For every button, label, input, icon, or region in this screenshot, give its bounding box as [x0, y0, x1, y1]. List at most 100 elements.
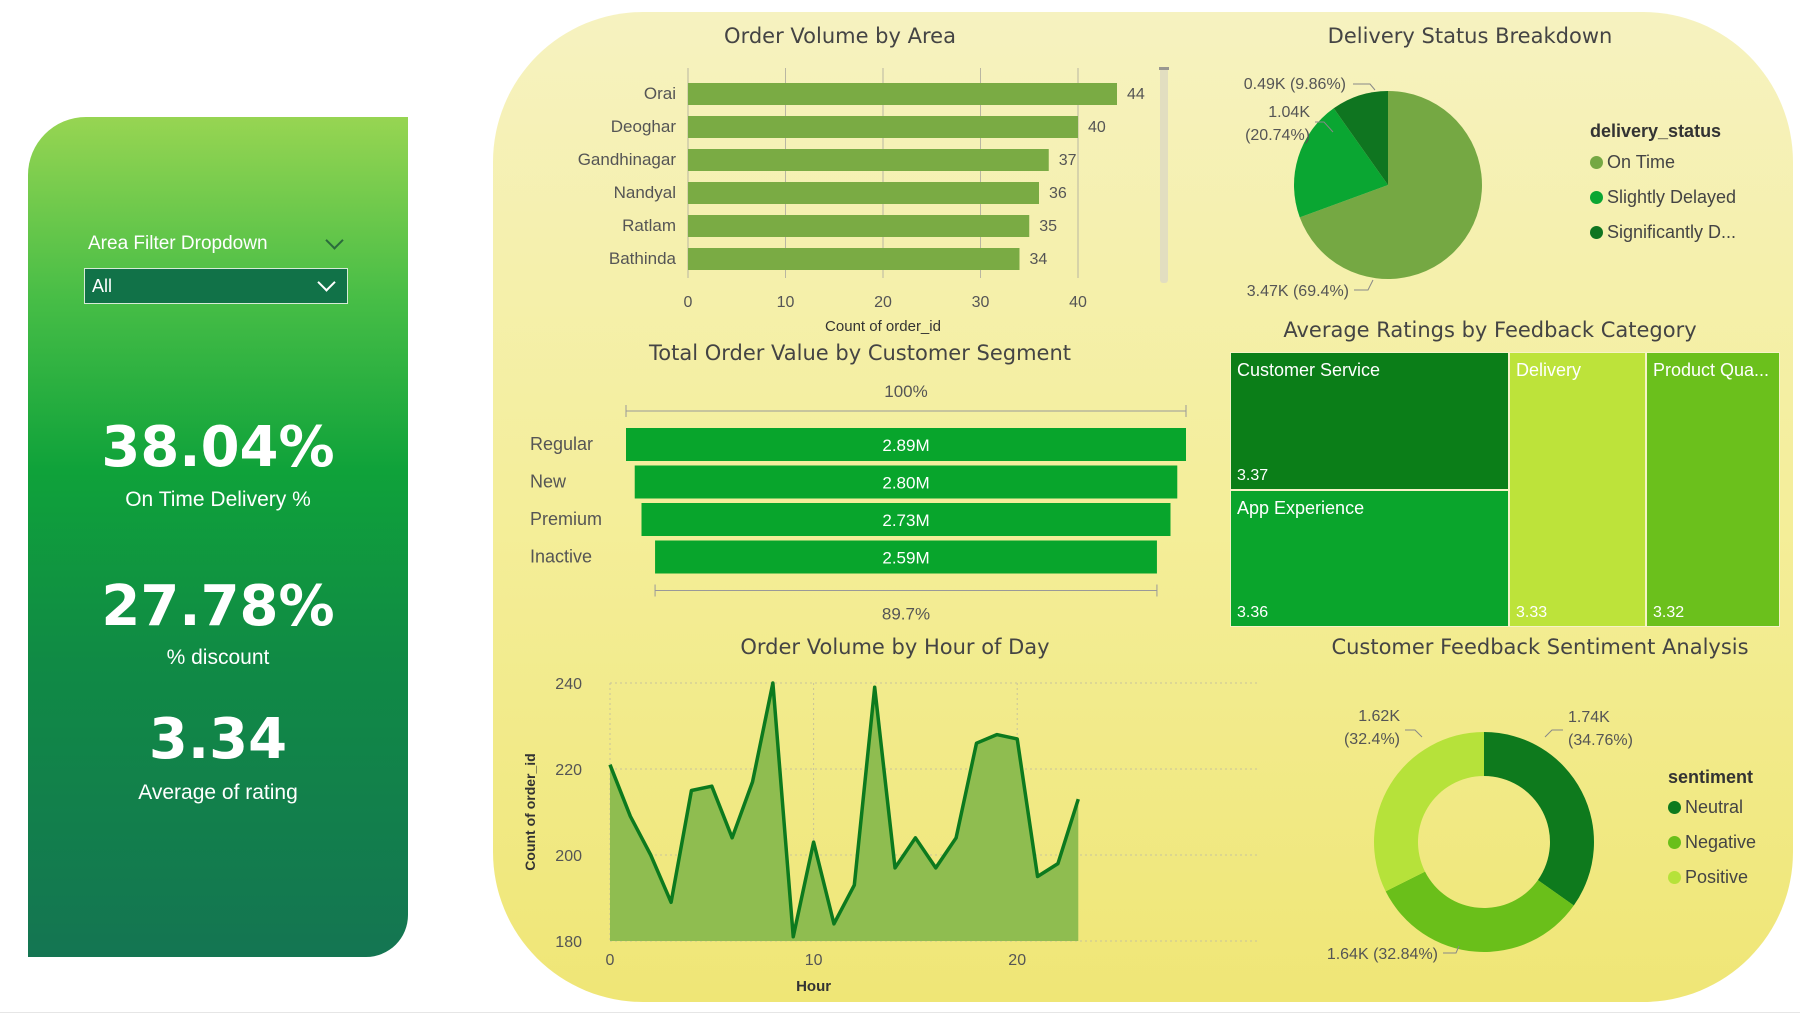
x-tick-label: 30: [972, 294, 990, 311]
funnel-bar-inactive: [655, 540, 1157, 574]
data-label: 1.62K: [1358, 708, 1400, 725]
discount-kpi-value: 27.78%: [101, 574, 335, 639]
x-axis-title: Hour: [796, 978, 831, 995]
data-label: (20.74%): [1245, 127, 1310, 144]
hour-area-chart: 180 200 220 240 0 10 20 Hour Count of order_id: [522, 676, 1258, 995]
legend-item-on-time[interactable]: On Time: [1590, 152, 1675, 173]
x-tick-label: 10: [777, 294, 795, 311]
sentiment-legend-title: sentiment: [1668, 767, 1754, 787]
ratings-chart-title: Average Ratings by Feedback Category: [1283, 318, 1697, 342]
legend-item-negative[interactable]: Negative: [1668, 832, 1756, 853]
segment-chart-title: Total Order Value by Customer Segment: [648, 341, 1072, 365]
category-label: Ratlam: [622, 216, 676, 235]
data-label: 35: [1039, 218, 1057, 235]
funnel-bar-new: [634, 465, 1178, 499]
y-axis-title: Count of order_id: [522, 753, 538, 870]
area-bar-chart: 0 10 20 30 40 Orai 44 Deoghar 40 Gandhinagar 37 Nan…: [578, 67, 1169, 335]
category-label: New: [530, 472, 567, 492]
bar-orai: [688, 83, 1117, 105]
data-label: 1.74K: [1568, 709, 1610, 726]
funnel-bar-regular: [626, 428, 1186, 461]
leader-line: [1353, 83, 1376, 91]
data-label: (32.4%): [1344, 731, 1400, 748]
x-tick-label: 0: [606, 952, 615, 969]
segment-funnel-chart: 100% 2.89M Regular 2.80M New 2.73M Premium 2.59…: [530, 382, 1187, 624]
data-label: 2.73M: [882, 511, 929, 530]
legend-item-significantly-delayed[interactable]: Significantly D...: [1590, 222, 1736, 243]
x-tick-label: 20: [1008, 952, 1026, 969]
leader-line: [1443, 945, 1460, 954]
legend-item-neutral[interactable]: Neutral: [1668, 797, 1743, 818]
x-tick-label: 20: [874, 294, 892, 311]
slice-neutral: [1484, 732, 1594, 906]
y-tick-label: 200: [555, 848, 582, 865]
hour-chart-title: Order Volume by Hour of Day: [740, 635, 1050, 659]
sentiment-donut-chart: 1.74K (34.76%) 1.62K (32.4%) 1.64K (32.84%): [1327, 708, 1633, 963]
scrollbar-thumb: [1159, 67, 1169, 70]
slice-positive: [1374, 732, 1484, 892]
category-label: Regular: [530, 434, 593, 454]
bar-ratlam: [688, 215, 1030, 237]
data-label: 44: [1127, 86, 1145, 103]
leader-line: [1315, 121, 1334, 133]
data-label: 2.89M: [882, 436, 929, 455]
category-label: Orai: [644, 84, 676, 103]
x-tick-label: 40: [1069, 294, 1087, 311]
legend-dot-icon: [1590, 156, 1603, 169]
area-filter-title: Area Filter Dropdown: [88, 233, 268, 254]
legend-dot-icon: [1668, 871, 1681, 884]
on-time-kpi-value: 38.04%: [101, 415, 335, 480]
series-line: [608, 681, 1080, 939]
funnel-bar-premium: [641, 503, 1171, 536]
data-label: 2.59M: [882, 549, 929, 568]
treemap-cell-customer-service[interactable]: Customer Service 3.37: [1230, 352, 1509, 490]
legend-item-slightly-delayed[interactable]: Slightly Delayed: [1590, 187, 1736, 208]
bar-bathinda: [688, 248, 1020, 270]
x-axis-title: Count of order_id: [825, 318, 941, 335]
treemap-cell-app-experience[interactable]: App Experience 3.36: [1230, 490, 1509, 627]
bottom-divider: [0, 1012, 1800, 1013]
data-label: 34: [1030, 251, 1048, 268]
ratings-treemap: Customer Service 3.37 App Experience 3.3…: [1230, 352, 1780, 627]
legend-dot-icon: [1668, 836, 1681, 849]
area-filter-dropdown[interactable]: All: [84, 268, 348, 304]
legend-dot-icon: [1668, 801, 1681, 814]
chevron-down-icon: [317, 273, 336, 292]
data-label: 0.49K (9.86%): [1244, 76, 1346, 93]
data-label: 3.47K (69.4%): [1247, 283, 1349, 300]
bar-gandhinagar: [688, 149, 1049, 171]
data-label: 36: [1049, 185, 1067, 202]
y-tick-label: 240: [555, 676, 582, 693]
x-tick-label: 0: [684, 294, 693, 311]
category-label: Bathinda: [609, 249, 677, 268]
treemap-cell-product-quality[interactable]: Product Qua... 3.32: [1646, 352, 1780, 627]
category-label: Gandhinagar: [578, 150, 677, 169]
slice-negative: [1385, 871, 1574, 952]
data-label: (34.76%): [1568, 732, 1633, 749]
leader-line: [1544, 729, 1563, 738]
area-filter-value: All: [92, 276, 113, 296]
data-label: 1.64K (32.84%): [1327, 946, 1438, 963]
rating-kpi-label: Average of rating: [138, 781, 298, 804]
y-tick-label: 220: [555, 762, 582, 779]
slice-significantly-delayed: [1333, 91, 1388, 185]
treemap-cell-delivery[interactable]: Delivery 3.33: [1509, 352, 1646, 627]
delivery-legend-title: delivery_status: [1590, 121, 1722, 141]
sentiment-chart-title: Customer Feedback Sentiment Analysis: [1331, 635, 1749, 659]
data-label: 37: [1059, 152, 1077, 169]
legend-dot-icon: [1590, 191, 1603, 204]
slice-on-time: [1299, 91, 1482, 279]
kpi-card: [28, 117, 408, 957]
funnel-bottom-pct: 89.7%: [882, 605, 930, 624]
y-tick-label: 180: [555, 934, 582, 951]
area-fill: [610, 683, 1079, 941]
data-label: 2.80M: [882, 474, 929, 493]
category-label: Premium: [530, 509, 602, 529]
bar-nandyal: [688, 182, 1039, 204]
legend-dot-icon: [1590, 226, 1603, 239]
category-label: Deoghar: [611, 117, 677, 136]
bar-deoghar: [688, 116, 1078, 138]
legend-item-positive[interactable]: Positive: [1668, 867, 1748, 888]
funnel-top-pct: 100%: [884, 382, 927, 401]
on-time-kpi-label: On Time Delivery %: [125, 488, 311, 511]
